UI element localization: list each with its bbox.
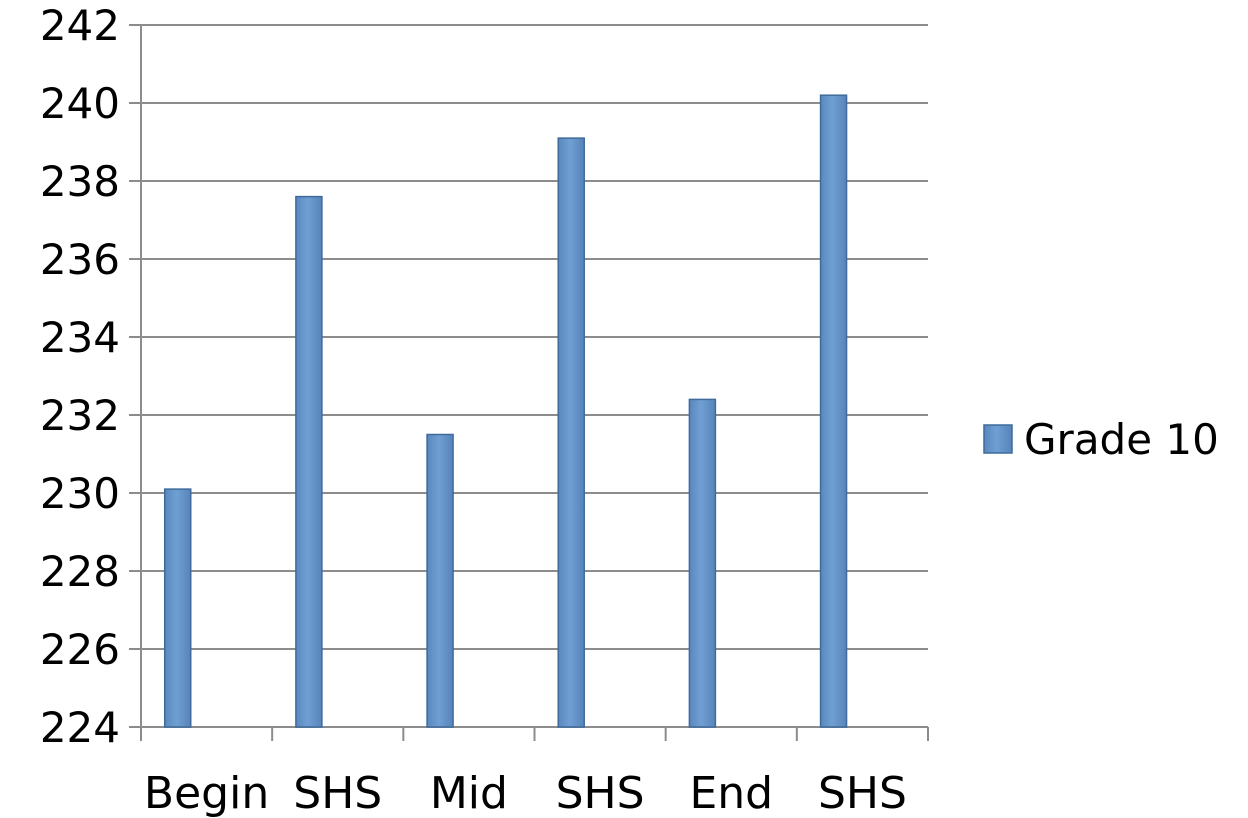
x-tick-label: End [689,768,773,818]
x-tick-label: Begin [144,768,269,818]
y-tick-label: 226 [40,625,120,674]
bar [819,94,848,728]
x-tick-label: SHS [818,768,907,818]
bar [557,137,585,728]
y-tick-label: 224 [40,703,120,752]
y-tick-label: 236 [40,235,120,284]
gridlines [141,24,928,650]
y-tick-label: 232 [40,391,120,440]
axes [129,24,929,741]
bar [426,433,454,728]
y-tick-label: 240 [40,79,120,128]
x-tick-label: Mid [430,768,508,818]
y-tick-label: 230 [40,469,120,518]
bar [295,195,323,728]
legend: Grade 10 [983,415,1219,464]
y-tick-label: 234 [40,313,120,362]
legend-label: Grade 10 [1024,415,1219,464]
x-axis-tick-labels: Begin SHS Mid SHS End SHS [144,768,907,818]
x-tick-label: SHS [556,768,645,818]
y-axis-tick-labels: 224 226 228 230 232 234 236 238 240 242 [40,1,120,752]
bar [688,398,717,728]
bar [163,488,192,728]
y-tick-label: 242 [40,1,120,50]
legend-swatch [983,424,1013,454]
y-tick-label: 238 [40,157,120,206]
bar-series [163,94,848,728]
y-tick-label: 228 [40,547,120,596]
x-tick-label: SHS [293,768,382,818]
